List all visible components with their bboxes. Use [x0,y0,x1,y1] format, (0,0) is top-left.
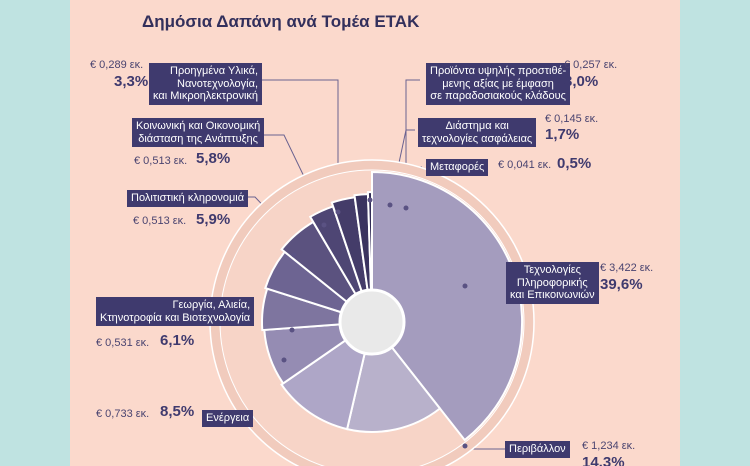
pie-slices [261,170,524,442]
leader-dot-8 [367,197,373,203]
leader-dot-3 [291,252,297,258]
leader-dot-10 [462,443,468,449]
infographic-panel: Δημόσια Δαπάνη ανά Τομέα ΕΤΑΚ € 0,289 εκ… [70,0,680,466]
leader-dots [281,197,468,449]
donut-hole [338,288,406,356]
amount-agri: € 0,531 εκ. [96,337,150,349]
label-social: Κοινωνική και Οικονομική διάσταση της Αν… [132,118,265,147]
label-env: Περιβάλλον [505,441,570,458]
percent-transport: 0,5% [557,155,592,172]
leader-dot-5 [281,357,287,363]
amount-materials: € 0,289 εκ. [90,59,144,71]
percent-env: 14,3% [582,454,625,466]
leader-dot-1 [335,209,341,215]
percent-space: 1,7% [545,126,580,143]
label-materials: Προηγμένα Υλικά, Νανοτεχνολογία, και Μικ… [149,63,263,105]
label-space: Διάστημα και τεχνολογίες ασφάλειας [418,118,537,147]
percent-culture: 5,9% [196,211,231,228]
label-products: Προϊόντα υψηλής προστιθέ- μενης αξίας με… [426,63,571,105]
percent-energy: 8,5% [160,403,195,420]
label-agri: Γεωργία, Αλιεία, Κτηνοτροφία και Βιοτεχν… [96,297,255,326]
percent-products: 3,0% [564,73,599,90]
amount-social: € 0,513 εκ. [134,155,188,167]
percent-tpe: 39,6% [600,276,643,293]
amount-env: € 1,234 εκ. [582,440,636,452]
leader-dot-4 [289,327,295,333]
leader-dot-6 [403,205,409,211]
label-energy: Ενέργεια [202,410,254,427]
label-culture: Πολιτιστική κληρονομιά [127,190,249,207]
amount-energy: € 0,733 εκ. [96,408,150,420]
amount-products: € 0,257 εκ. [564,59,618,71]
leader-dot-9 [462,283,468,289]
chart-title: Δημόσια Δαπάνη ανά Τομέα ΕΤΑΚ [142,12,420,31]
leader-dot-7 [387,202,393,208]
label-transport: Μεταφορές [426,159,489,176]
pie-chart [209,79,535,466]
percent-agri: 6,1% [160,332,195,349]
label-tpe: Τεχνολογίες Πληροφορικής και Επικοινωνιώ… [506,262,599,304]
leader-dot-2 [321,222,327,228]
amount-transport: € 0,041 εκ. [498,159,552,171]
percent-materials: 3,3% [114,73,149,90]
amount-space: € 0,145 εκ. [545,113,599,125]
amount-culture: € 0,513 εκ. [133,215,187,227]
pie-slice-3 [280,319,374,431]
amount-tpe: € 3,422 εκ. [600,262,654,274]
percent-social: 5,8% [196,150,231,167]
